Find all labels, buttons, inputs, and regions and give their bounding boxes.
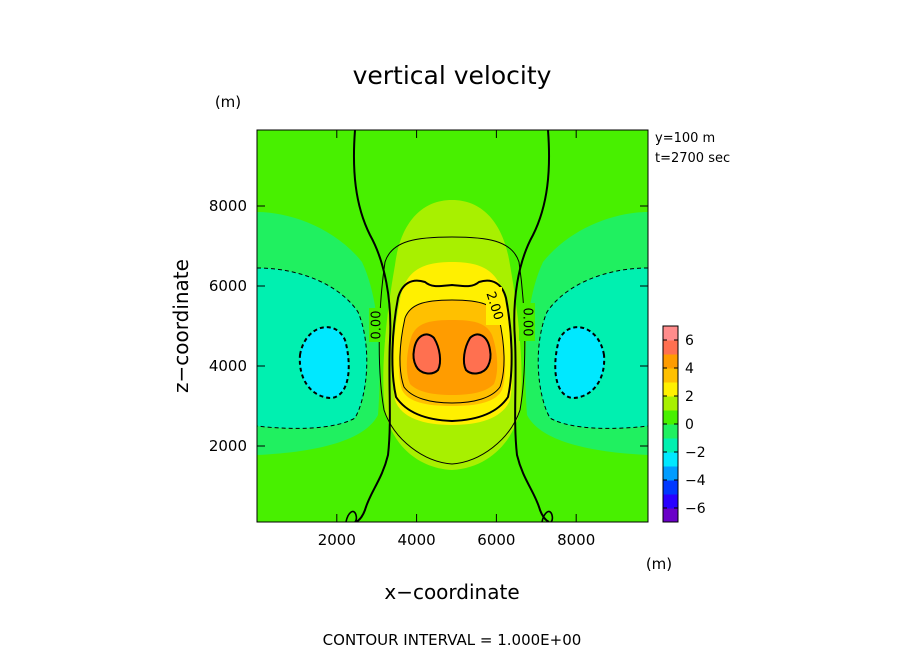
x-tick-label: 4000 <box>397 531 435 549</box>
contour-label-zero-right: 0.00 <box>520 308 535 337</box>
downdraft-core-right <box>555 327 605 398</box>
updraft-levels <box>383 200 522 470</box>
y-axis-label: z−coordinate <box>169 259 193 393</box>
contour-five-left <box>412 333 442 375</box>
colorbar-tick-label: 0 <box>685 417 694 433</box>
dashed-contour-left-inner <box>298 326 350 400</box>
colorbar-swatch <box>663 480 678 495</box>
dashed-contour-right-outer <box>537 267 648 429</box>
x-axis-label: x−coordinate <box>384 580 519 604</box>
y-unit-label: (m) <box>215 93 241 111</box>
contour-one <box>378 236 526 465</box>
colorbar-tick-label: 2 <box>685 389 694 405</box>
dashed-contour-right-inner <box>554 326 606 400</box>
contour-lines <box>257 130 648 522</box>
colorbar-swatch <box>663 340 678 355</box>
info-line-time: t=2700 sec <box>655 151 730 166</box>
contour-label-group: 0.00 2.00 0.00 <box>369 287 535 342</box>
colorbar-swatch <box>663 396 678 411</box>
small-zero-contour-left <box>345 510 358 522</box>
dashed-contour-left-outer <box>257 267 368 429</box>
colorbar-swatch <box>663 466 678 481</box>
x-tick-label: 8000 <box>557 531 595 549</box>
colorbar-swatch <box>663 410 678 425</box>
colorbar-tick-label: −4 <box>685 473 706 489</box>
info-line-position: y=100 m <box>655 131 715 146</box>
contour-interval-footer: CONTOUR INTERVAL = 1.000E+00 <box>323 631 582 649</box>
colorbar-tick-label: −2 <box>685 445 706 461</box>
colorbar-tick-label: 4 <box>685 361 694 377</box>
colorbar-swatch <box>663 438 678 453</box>
x-tick-label: 6000 <box>477 531 515 549</box>
colorbar-swatch <box>663 452 678 467</box>
colorbar-swatch <box>663 508 678 523</box>
contour-label-zero-left: 0.00 <box>370 311 385 340</box>
colorbar-swatch <box>663 326 678 341</box>
x-unit-label: (m) <box>646 555 672 573</box>
y-tick-label: 4000 <box>209 357 247 375</box>
contour-five-right <box>462 333 492 375</box>
y-tick-label: 6000 <box>209 277 247 295</box>
colorbar-swatch <box>663 382 678 397</box>
colorbar-swatch <box>663 424 678 439</box>
downdraft-cores <box>299 327 605 398</box>
x-axis: 2000 4000 6000 8000 <box>318 130 595 549</box>
y-axis: 2000 4000 6000 8000 <box>209 197 648 455</box>
contour-two <box>391 279 513 423</box>
x-tick-label: 2000 <box>318 531 356 549</box>
downdraft-core-left <box>299 327 349 398</box>
zero-contour-right <box>513 130 551 522</box>
zero-contour-left <box>352 130 392 522</box>
updraft-core-right <box>463 334 491 374</box>
colorbar-swatch <box>663 368 678 383</box>
plot-frame <box>256 129 649 523</box>
colorbar-tick-label: 6 <box>685 333 694 349</box>
y-tick-label: 2000 <box>209 437 247 455</box>
colorbar: 6 4 2 0 −2 −4 −6 <box>662 325 706 523</box>
colorbar-tick-label: −6 <box>685 501 706 517</box>
heatmap-field: 0.00 2.00 0.00 <box>257 130 648 522</box>
small-zero-contour-right <box>541 510 554 522</box>
updraft-core-left <box>413 334 441 374</box>
y-tick-label: 8000 <box>209 197 247 215</box>
contour-three <box>399 299 505 404</box>
colorbar-swatch <box>663 494 678 509</box>
chart-title: vertical velocity <box>353 61 552 90</box>
colorbar-swatch <box>663 354 678 369</box>
